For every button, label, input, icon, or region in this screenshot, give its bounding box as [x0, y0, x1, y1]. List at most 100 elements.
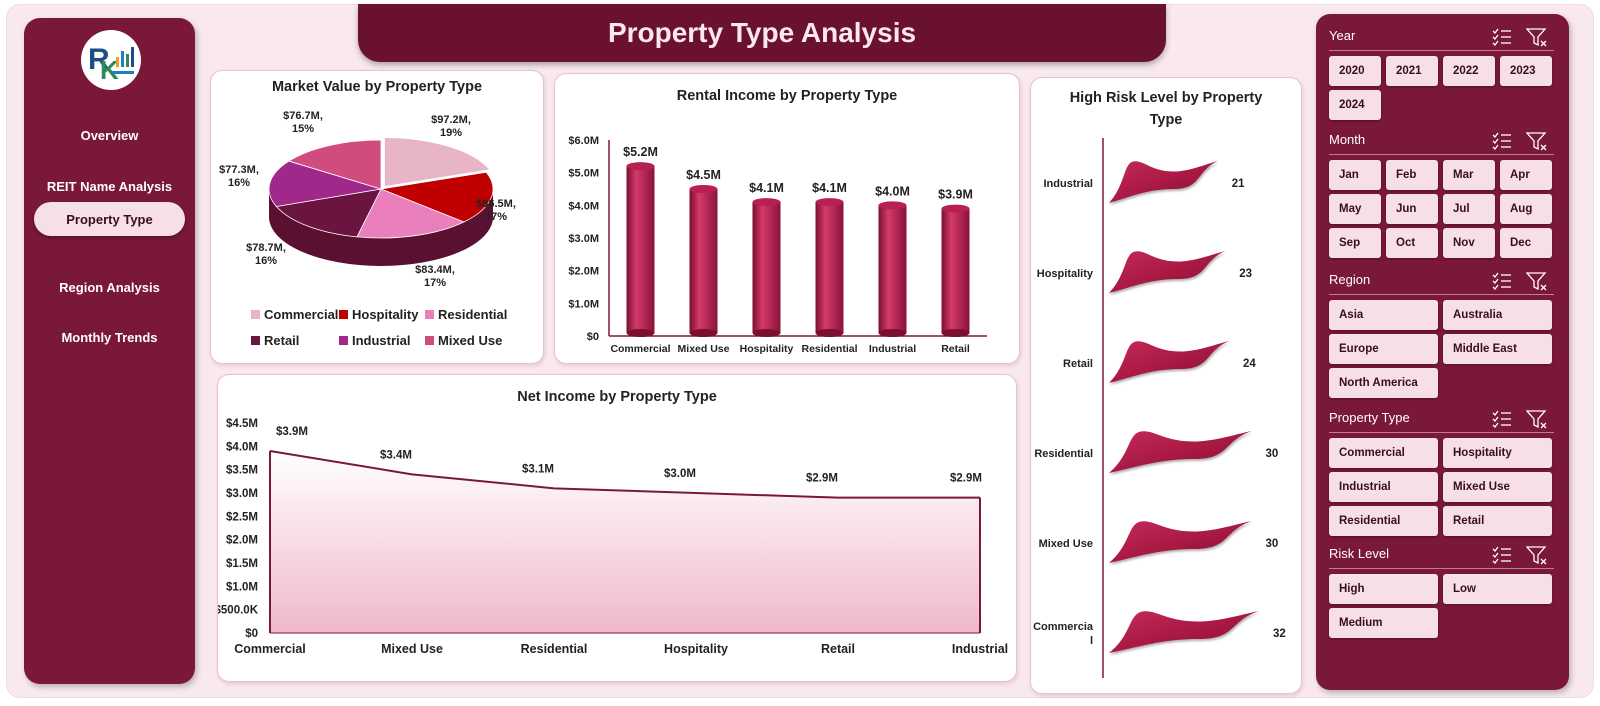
slicer-chip-jan[interactable]: Jan	[1329, 160, 1381, 190]
nav-region-analysis[interactable]: Region Analysis	[59, 279, 160, 295]
slicer-chip-apr[interactable]: Apr	[1500, 160, 1552, 190]
filter-panel: Year 2020 2021 2022 2023 2024 Month Jan Feb Mar Ap…	[1316, 14, 1569, 690]
slicer-chip-retail[interactable]: Retail	[1443, 506, 1552, 536]
slicer-chip-commercial[interactable]: Commercial	[1329, 438, 1438, 468]
multi-select-icon[interactable]	[1492, 28, 1512, 53]
slicer-chip-aug[interactable]: Aug	[1500, 194, 1552, 224]
y-tick-label: $5.0M	[568, 168, 599, 180]
nav-monthly-trends[interactable]: Monthly Trends	[61, 329, 158, 345]
clear-filter-icon[interactable]	[1525, 410, 1548, 435]
clear-filter-icon[interactable]	[1525, 272, 1548, 297]
slicer-chip-medium[interactable]: Medium	[1329, 608, 1438, 638]
y-tick-label: $4.5M	[226, 418, 258, 430]
nav-reit-name-analysis[interactable]: REIT Name Analysis	[46, 178, 173, 194]
pie-slice-mixed-use	[288, 139, 382, 190]
net-income-line	[269, 450, 980, 499]
multi-select-icon[interactable]	[1492, 272, 1512, 297]
slicer-chip-jul[interactable]: Jul	[1443, 194, 1495, 224]
risk-category-label: Mixed Use	[1039, 538, 1093, 550]
slicer-chip-nov[interactable]: Nov	[1443, 228, 1495, 258]
bar-residential	[815, 202, 844, 333]
pie-value-label: $77.3M,	[219, 164, 259, 176]
nav-property-type[interactable]: Property Type	[34, 202, 185, 236]
nav-overview[interactable]: Overview	[80, 127, 139, 143]
y-tick-label: $1.0M	[226, 581, 258, 593]
clear-filter-icon[interactable]	[1525, 132, 1548, 157]
net-income-area	[270, 451, 980, 633]
risk-bar-mixed-use	[1109, 521, 1252, 563]
pie-percent-label: 19%	[440, 127, 462, 139]
pie-percent-label: 17%	[485, 211, 507, 223]
multi-select-icon[interactable]	[1492, 546, 1512, 571]
bar-top	[626, 162, 655, 171]
area-data-label: $2.9M	[950, 473, 982, 485]
risk-bar-retail	[1109, 341, 1229, 383]
pie-data-labels: $97.2M,19%$86.5M,17%$83.4M,17%$78.7M,16%…	[219, 110, 516, 289]
legend-label: Mixed Use	[438, 333, 503, 348]
slicer-chip-mixed-use[interactable]: Mixed Use	[1443, 472, 1552, 502]
rental-income-title: Rental Income by Property Type	[676, 88, 898, 104]
y-tick-label: $3.5M	[226, 465, 258, 477]
y-tick-label: $2.0M	[568, 266, 599, 278]
slicer-chip-feb[interactable]: Feb	[1386, 160, 1438, 190]
bar-top	[815, 198, 844, 207]
risk-bar-industrial	[1109, 161, 1218, 203]
market-value-pie-chart: $97.2M,19%$86.5M,17%$83.4M,17%$78.7M,16%…	[219, 110, 516, 289]
pie-percent-label: 17%	[424, 277, 446, 289]
legend-residential: Residential	[425, 307, 507, 322]
slicer-chip-australia[interactable]: Australia	[1443, 300, 1552, 330]
slicer-chip-dec[interactable]: Dec	[1500, 228, 1552, 258]
slicer-toolbar	[1492, 132, 1548, 157]
slicer-chip-may[interactable]: May	[1329, 194, 1381, 224]
slicer-title-year: Year	[1329, 28, 1356, 43]
y-tick-label: $0	[587, 331, 599, 343]
slicer-chip-mar[interactable]: Mar	[1443, 160, 1495, 190]
slicer-chip-hospitality[interactable]: Hospitality	[1443, 438, 1552, 468]
area-data-label: $3.4M	[380, 449, 412, 461]
pie-slice-commercial	[384, 137, 491, 188]
pie-value-label: $78.7M,	[246, 242, 286, 254]
bar-retail	[941, 208, 970, 333]
bar-commercial	[626, 166, 655, 333]
slicer-chip-sep[interactable]: Sep	[1329, 228, 1381, 258]
legend-hospitality: Hospitality	[339, 307, 418, 322]
multi-select-icon[interactable]	[1492, 132, 1512, 157]
slicer-chip-north-america[interactable]: North America	[1329, 368, 1438, 398]
bar-data-label: $4.0M	[875, 184, 910, 198]
clear-filter-icon[interactable]	[1525, 28, 1548, 53]
legend-label: Commercial	[264, 307, 339, 322]
bar-data-label: $3.9M	[938, 188, 973, 202]
slicer-chip-residential[interactable]: Residential	[1329, 506, 1438, 536]
area-data-label: $2.9M	[806, 473, 838, 485]
legend-label: Industrial	[352, 333, 411, 348]
slicer-chip-industrial[interactable]: Industrial	[1329, 472, 1438, 502]
slicer-toolbar	[1492, 272, 1548, 297]
slicer-chip-2022[interactable]: 2022	[1443, 56, 1495, 86]
slicer-chip-europe[interactable]: Europe	[1329, 334, 1438, 364]
pie-slice-hospitality	[379, 171, 494, 223]
rental-income-bar-chart: $6.0M $5.0M $4.0M $3.0M $2.0M $1.0M $0 $5.2M Com…	[568, 135, 987, 355]
clear-filter-icon[interactable]	[1525, 546, 1548, 571]
high-risk-card: High Risk Level by Property Type 21 Indus…	[1030, 77, 1302, 694]
slicer-chip-2021[interactable]: 2021	[1386, 56, 1438, 86]
slicer-title-property-type: Property Type	[1329, 410, 1410, 425]
y-tick-label: $1.5M	[226, 558, 258, 570]
slicer-chip-2024[interactable]: 2024	[1329, 90, 1381, 120]
sidebar: R K Overview REIT Name Analysis Property…	[24, 18, 195, 684]
pie-slice-retail	[275, 188, 382, 238]
slicer-chip-low[interactable]: Low	[1443, 574, 1552, 604]
slicer-chip-asia[interactable]: Asia	[1329, 300, 1438, 330]
multi-select-icon[interactable]	[1492, 410, 1512, 435]
slicer-chip-jun[interactable]: Jun	[1386, 194, 1438, 224]
bar-top	[878, 201, 907, 210]
slicer-chip-oct[interactable]: Oct	[1386, 228, 1438, 258]
slicer-toolbar	[1492, 546, 1548, 571]
high-risk-title-line2: Type	[1149, 112, 1183, 128]
slicer-chip-2023[interactable]: 2023	[1500, 56, 1552, 86]
slicer-chip-high[interactable]: High	[1329, 574, 1438, 604]
pie-percent-label: 16%	[255, 255, 277, 267]
y-tick-label: $3.0M	[226, 488, 258, 500]
slicer-chip-middle-east[interactable]: Middle East	[1443, 334, 1552, 364]
slicer-chip-2020[interactable]: 2020	[1329, 56, 1381, 86]
rk-logo-icon: R K	[81, 30, 141, 90]
